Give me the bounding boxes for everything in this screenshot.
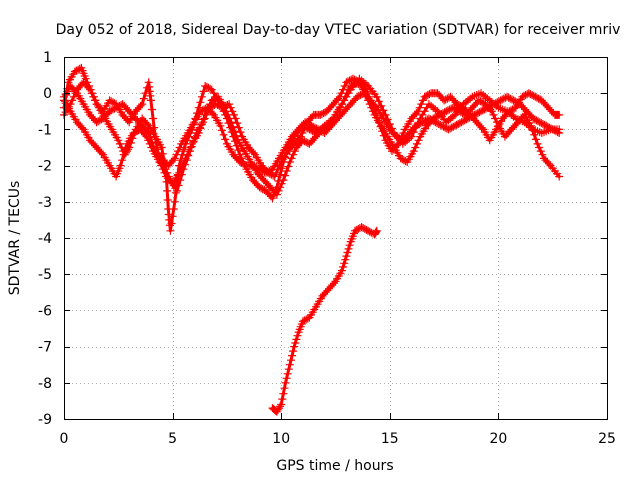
series-track-1 (60, 63, 564, 235)
grid (64, 57, 607, 419)
x-tick-label: 25 (598, 431, 616, 447)
x-axis-label: GPS time / hours (276, 458, 393, 474)
x-tick-label: 20 (489, 431, 507, 447)
series-line (271, 225, 379, 414)
y-tick-label: 0 (43, 86, 52, 102)
x-tick-label: 10 (272, 431, 290, 447)
y-tick-label: -9 (38, 412, 52, 428)
y-tick-label: -6 (38, 303, 52, 319)
chart-title: Day 052 of 2018, Sidereal Day-to-day VTE… (56, 22, 621, 38)
y-axis-label: SDTVAR / TECUs (7, 181, 23, 296)
y-tick-label: -1 (38, 122, 52, 138)
series-line (62, 66, 561, 233)
x-tick-label: 15 (381, 431, 399, 447)
y-tick-label: -7 (38, 340, 52, 356)
plot-frame (64, 57, 608, 420)
y-tick-label: -2 (38, 159, 52, 175)
y-tick-label: -8 (38, 376, 52, 392)
plus-markers (268, 223, 381, 416)
y-tick-label: 1 (43, 50, 52, 66)
y-tick-label: -5 (38, 267, 52, 283)
y-tick-label: -4 (38, 231, 52, 247)
series-layer (60, 63, 564, 416)
x-tick-label: 0 (60, 431, 69, 447)
y-tick-label: -3 (38, 195, 52, 211)
series-track-5 (268, 223, 381, 416)
plus-markers (60, 63, 564, 235)
x-tick-label: 5 (168, 431, 177, 447)
